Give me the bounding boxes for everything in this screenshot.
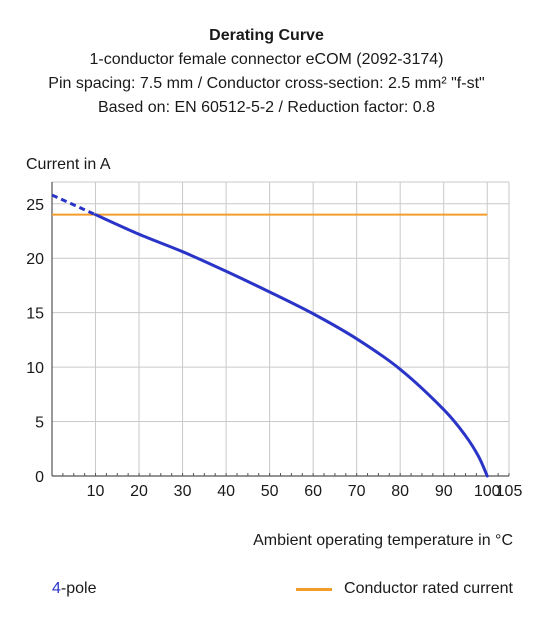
y-tick-label-20: 20 — [26, 251, 44, 268]
x-tick-label-60: 60 — [304, 483, 322, 500]
x-axis-label: Ambient operating temperature in °C — [253, 532, 513, 549]
y-tick-label-15: 15 — [26, 306, 44, 323]
chart-title: Derating Curve — [209, 27, 324, 44]
legend-pole-number: 4 — [52, 580, 61, 597]
x-tick-label-50: 50 — [261, 483, 279, 500]
x-tick-label-70: 70 — [348, 483, 366, 500]
y-tick-label-25: 25 — [26, 197, 44, 214]
y-tick-label-10: 10 — [26, 360, 44, 377]
x-tick-label-100: 100 — [474, 483, 501, 500]
x-tick-label-10: 10 — [87, 483, 105, 500]
legend-rated-current-label: Conductor rated current — [344, 580, 513, 597]
y-tick-label-5: 5 — [35, 415, 44, 432]
x-tick-label-105: 105 — [496, 483, 523, 500]
chart-subtitle-2: Pin spacing: 7.5 mm / Conductor cross-se… — [48, 75, 485, 92]
x-tick-label-90: 90 — [435, 483, 453, 500]
chart-series — [51, 193, 489, 478]
x-tick-label-40: 40 — [217, 483, 235, 500]
y-axis-label: Current in A — [26, 156, 111, 173]
x-tick-label-80: 80 — [391, 483, 409, 500]
series-4-pole-line — [94, 213, 489, 478]
x-tick-label-30: 30 — [174, 483, 192, 500]
chart-grid — [52, 181, 510, 476]
legend-rated-current-swatch — [296, 587, 333, 591]
legend-rated-current: Conductor rated current — [296, 580, 513, 598]
series-4-pole-dashed — [51, 193, 97, 217]
y-tick-label-0: 0 — [35, 469, 44, 486]
chart-axes — [51, 182, 510, 477]
chart-titles: Derating Curve 1-conductor female connec… — [0, 24, 533, 120]
chart-subtitle-1: 1-conductor female connector eCOM (2092-… — [89, 51, 444, 68]
x-tick-label-20: 20 — [130, 483, 148, 500]
legend-pole-text: -pole — [60, 580, 97, 597]
legend-4-pole: 4-pole — [52, 580, 96, 598]
chart-subtitle-3: Based on: EN 60512-5-2 / Reduction facto… — [97, 99, 436, 116]
